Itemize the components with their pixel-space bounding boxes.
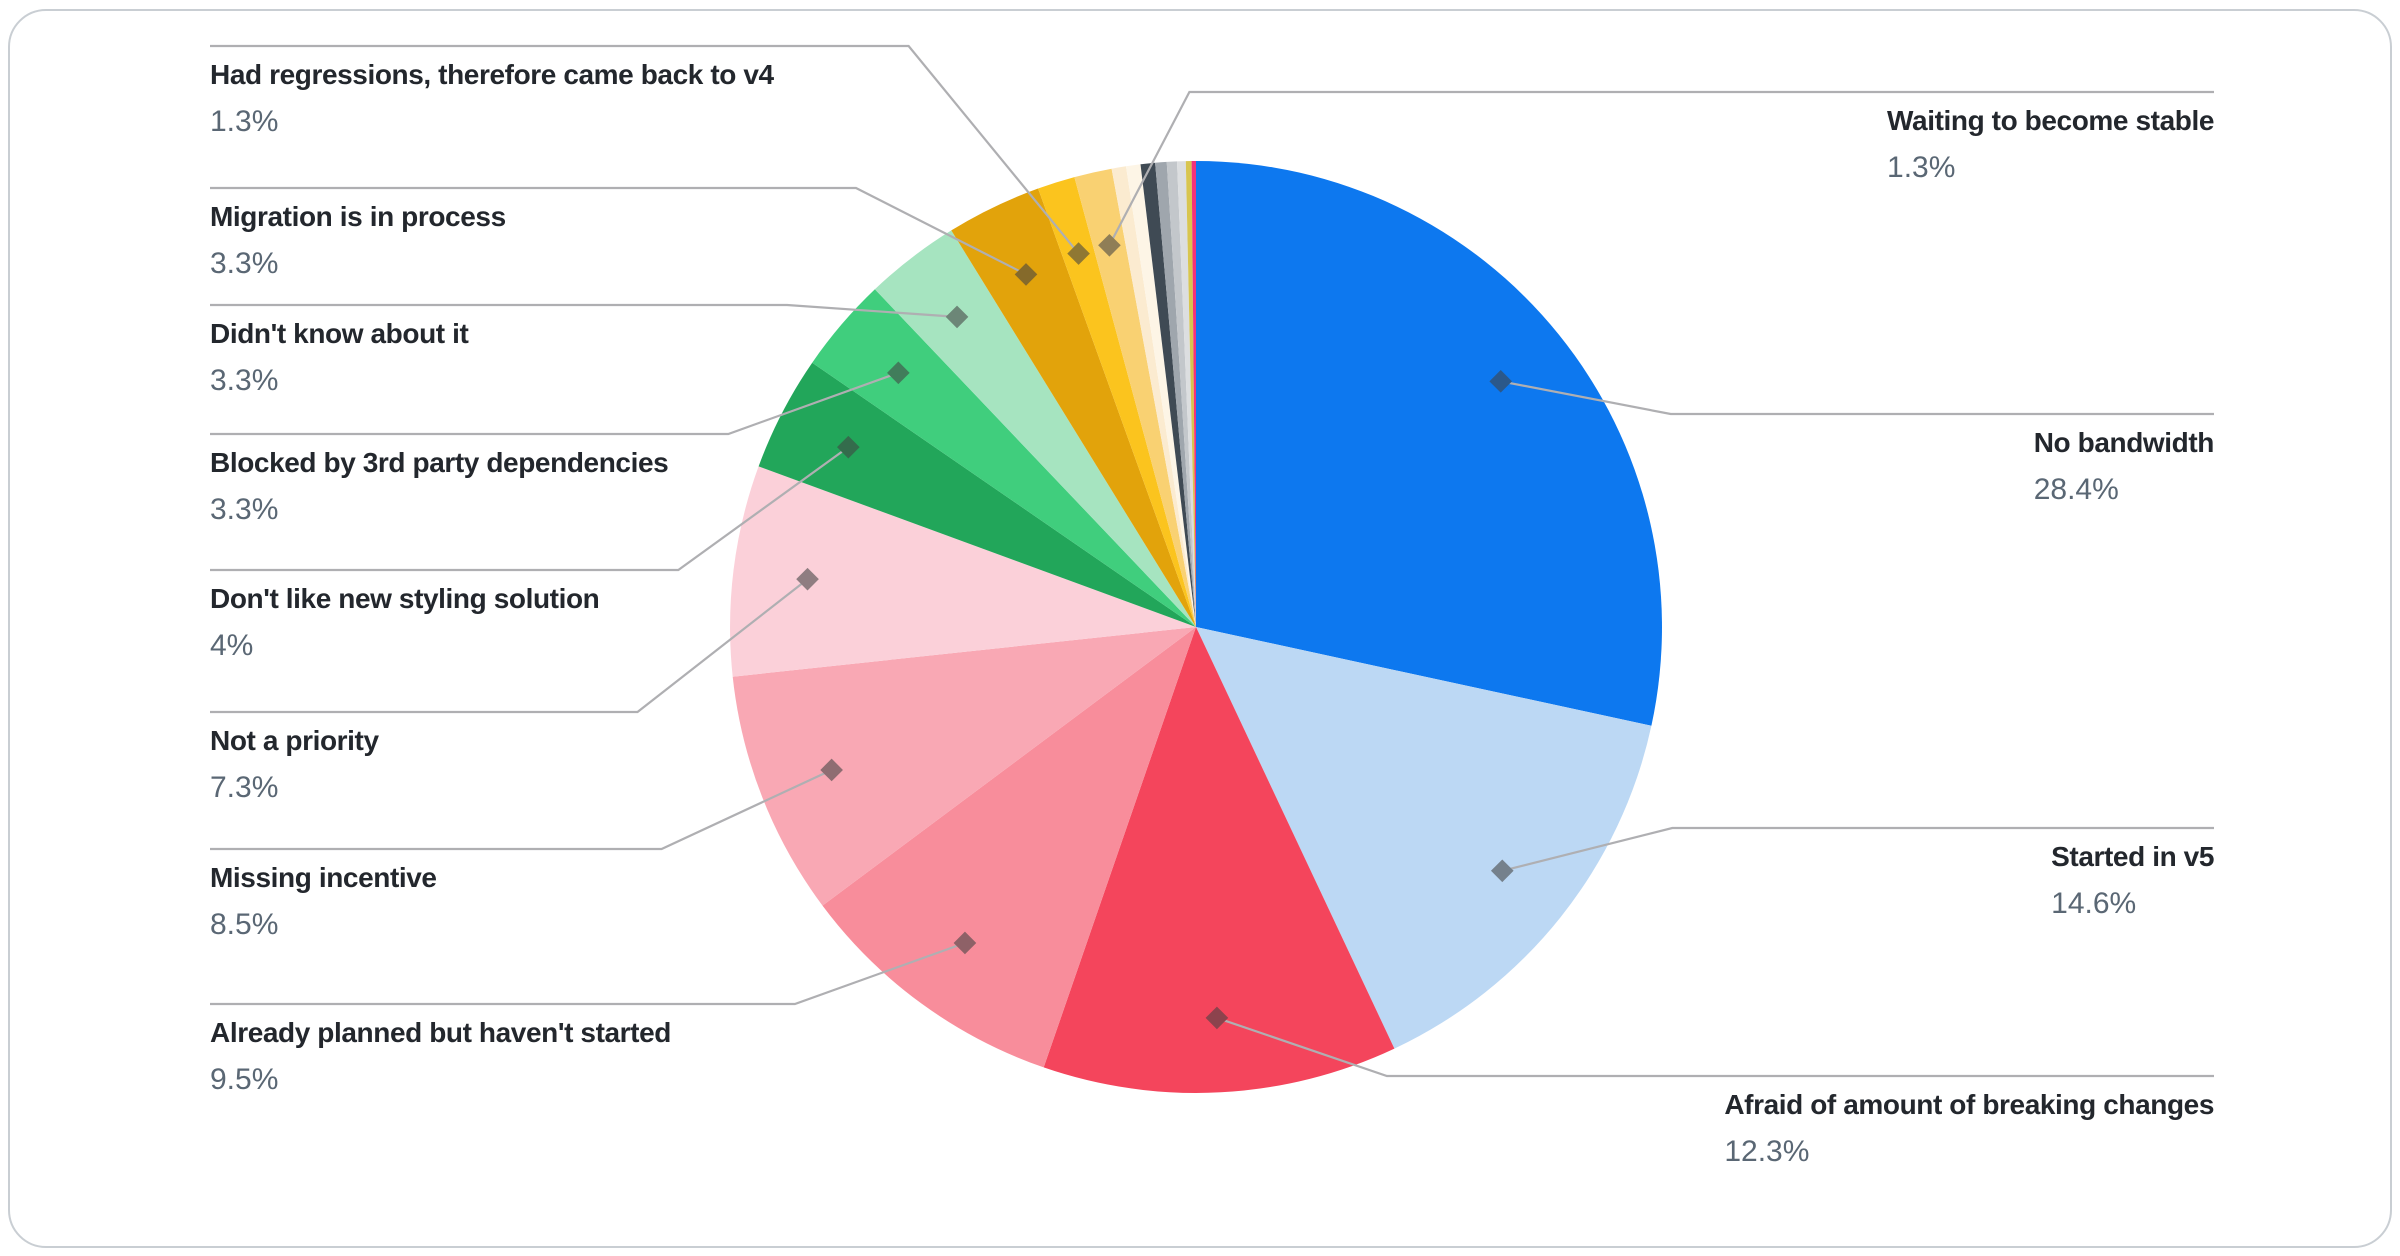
slice-label-name: Missing incentive [210,862,437,893]
leader-line [210,941,966,1006]
slice-label-name: Waiting to become stable [1887,105,2214,136]
slice-label-name: Blocked by 3rd party dependencies [210,447,669,478]
slice-label: Had regressions, therefore came back to … [210,56,774,141]
slice-label-name: Afraid of amount of breaking changes [1724,1089,2214,1120]
pie-slice-didn-t-know-about-it[interactable] [874,230,1196,627]
slice-label-percent: 28.4% [2033,473,2119,506]
slice-label-name: Started in v5 [2051,841,2214,872]
slice-label-percent: 1.3% [210,105,279,138]
slice-label-percent: 3.3% [210,247,279,280]
slice-label-name: No bandwidth [2033,427,2215,458]
pie-slice-other-19[interactable] [1191,160,1196,627]
slice-label: Waiting to become stable 1.3% [1887,102,2214,187]
leader-line [210,578,809,714]
slice-label-percent: 1.3% [1887,151,1956,184]
pie-slice-other-12[interactable] [1111,166,1196,628]
pie-slice-waiting-to-become-stable[interactable] [1074,168,1196,627]
pie-slice-already-planned-but-haven-t-started[interactable] [822,627,1197,1068]
pie-slice-other-14[interactable] [1140,162,1197,628]
pie-slice-missing-incentive[interactable] [732,627,1196,906]
slice-label-percent: 4% [210,629,254,662]
leader-line [210,446,849,572]
slice-label-percent: 9.5% [210,1063,279,1096]
leader-line [210,303,958,318]
slice-label: Already planned but haven't started 9.5% [210,1014,671,1099]
leader-line [1502,826,2214,872]
slice-label: Started in v5 14.6% [2051,838,2214,923]
leader-line [1216,1016,2214,1078]
leader-line [1500,380,2214,416]
slice-label-name: Had regressions, therefore came back to … [210,59,774,90]
slice-label-name: Already planned but haven't started [210,1017,671,1048]
slice-label-name: Migration is in process [210,201,506,232]
leader-line [1108,90,2214,246]
slice-label: Missing incentive 8.5% [210,859,437,944]
leader-line [210,769,833,851]
leader-endpoint-diamond [1205,1006,1229,1030]
leader-endpoint-diamond [1014,263,1038,286]
pie-slice-no-bandwidth[interactable] [1196,161,1662,726]
slice-label: Don't like new styling solution 4% [210,580,600,665]
pie-slice-not-a-priority[interactable] [730,466,1196,677]
pie-slice-had-regressions-therefore-came-back-to-v4[interactable] [1038,177,1196,627]
slice-label-percent: 14.6% [2051,887,2137,920]
slice-label: Didn't know about it 3.3% [210,315,469,400]
slice-label-name: Didn't know about it [210,318,469,349]
pie-slice-other-13[interactable] [1126,164,1196,628]
leader-line [210,44,1080,255]
slice-label-percent: 3.3% [210,493,279,526]
pie-slice-other-16[interactable] [1166,161,1196,627]
slice-label: No bandwidth 28.4% [2033,424,2215,509]
pie-slice-other-17[interactable] [1177,161,1196,627]
slice-label-name: Not a priority [210,725,379,756]
slice-label-percent: 12.3% [1724,1135,1810,1168]
slice-label: Not a priority 7.3% [210,722,379,807]
slice-label-percent: 8.5% [210,908,279,941]
pie-slice-afraid-of-amount-of-breaking-changes[interactable] [1043,627,1395,1093]
slice-label-percent: 7.3% [210,771,279,804]
slice-label: Migration is in process 3.3% [210,198,506,283]
leader-endpoint-diamond [1489,369,1513,393]
pie-slice-migration-is-in-process[interactable] [951,188,1196,628]
leader-endpoint-diamond [1067,242,1090,265]
leader-line [210,186,1027,276]
slice-label: Blocked by 3rd party dependencies 3.3% [210,444,669,529]
slice-label: Afraid of amount of breaking changes 12.3… [1724,1086,2214,1171]
pie-slice-other-18[interactable] [1185,161,1196,627]
leader-line [210,371,899,436]
pie-slice-started-in-v5[interactable] [1196,627,1652,1049]
leader-endpoint-diamond [945,305,969,329]
slice-label-percent: 3.3% [210,364,279,397]
slice-label-name: Don't like new styling solution [210,583,600,614]
pie-slice-don-t-like-new-styling-solution[interactable] [758,362,1196,627]
pie-slice-other-15[interactable] [1155,161,1196,627]
